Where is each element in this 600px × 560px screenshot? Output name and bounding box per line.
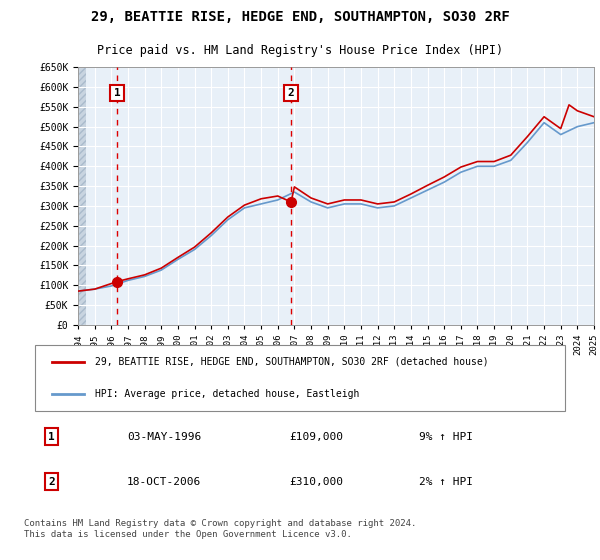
Text: 1: 1 xyxy=(48,432,55,442)
FancyBboxPatch shape xyxy=(35,345,565,411)
Text: £109,000: £109,000 xyxy=(289,432,343,442)
Text: 18-OCT-2006: 18-OCT-2006 xyxy=(127,477,202,487)
Text: 1: 1 xyxy=(114,88,121,98)
Text: Contains HM Land Registry data © Crown copyright and database right 2024.
This d: Contains HM Land Registry data © Crown c… xyxy=(23,519,416,539)
Bar xyxy=(78,67,86,325)
Text: 2% ↑ HPI: 2% ↑ HPI xyxy=(419,477,473,487)
Text: 2: 2 xyxy=(48,477,55,487)
Text: 29, BEATTIE RISE, HEDGE END, SOUTHAMPTON, SO30 2RF (detached house): 29, BEATTIE RISE, HEDGE END, SOUTHAMPTON… xyxy=(95,357,488,367)
Text: £310,000: £310,000 xyxy=(289,477,343,487)
Text: Price paid vs. HM Land Registry's House Price Index (HPI): Price paid vs. HM Land Registry's House … xyxy=(97,44,503,57)
Text: 03-MAY-1996: 03-MAY-1996 xyxy=(127,432,202,442)
Text: 29, BEATTIE RISE, HEDGE END, SOUTHAMPTON, SO30 2RF: 29, BEATTIE RISE, HEDGE END, SOUTHAMPTON… xyxy=(91,10,509,24)
Text: 9% ↑ HPI: 9% ↑ HPI xyxy=(419,432,473,442)
Text: 2: 2 xyxy=(287,88,295,98)
Text: HPI: Average price, detached house, Eastleigh: HPI: Average price, detached house, East… xyxy=(95,389,359,399)
